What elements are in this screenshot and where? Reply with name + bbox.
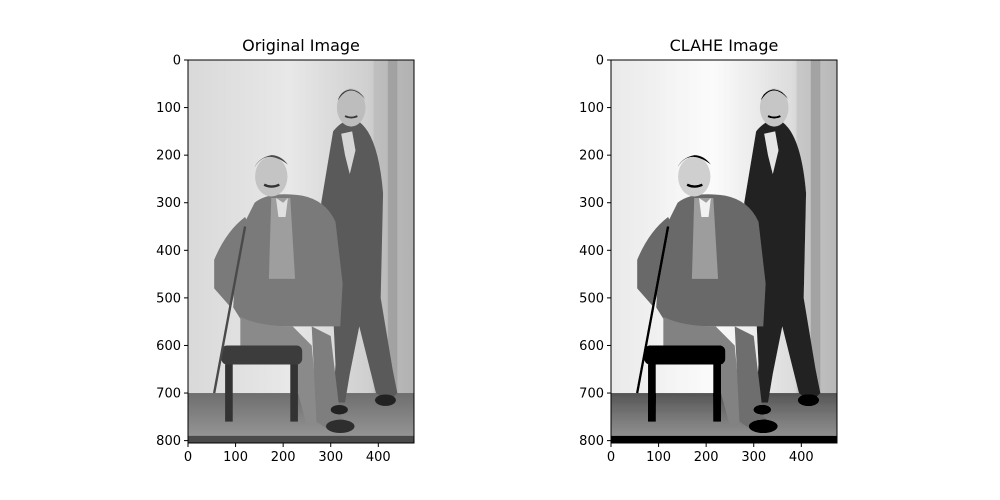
y-tick-label: 800 <box>579 434 604 449</box>
y-tick-label: 200 <box>156 149 181 164</box>
y-tick-label: 500 <box>156 291 181 306</box>
y-tick-label: 500 <box>579 291 604 306</box>
y-tick-label: 400 <box>579 244 604 259</box>
y-tick-label: 600 <box>156 339 181 354</box>
y-tick-label: 300 <box>156 196 181 211</box>
y-tick-label: 600 <box>579 339 604 354</box>
x-tick-label: 100 <box>646 450 671 465</box>
axes-original-image: Original Image 0 100 200 300 400 0 100 200 300 40… <box>156 36 416 465</box>
x-tick-label: 200 <box>694 450 719 465</box>
y-tick-label: 700 <box>156 387 181 402</box>
x-tick-label: 100 <box>223 450 248 465</box>
y-tick-label: 800 <box>156 434 181 449</box>
y-tick-label: 400 <box>156 244 181 259</box>
x-tick-label: 300 <box>318 450 343 465</box>
x-tick-label: 400 <box>366 450 391 465</box>
axes-frame <box>610 59 838 444</box>
y-tick-label: 0 <box>173 54 181 69</box>
y-tick-label: 100 <box>579 101 604 116</box>
x-tick-label: 300 <box>741 450 766 465</box>
image-panel <box>186 58 416 445</box>
x-tick-label: 0 <box>184 450 192 465</box>
y-tick-label: 700 <box>579 387 604 402</box>
x-tick-label: 200 <box>271 450 296 465</box>
axes-frame <box>187 59 415 444</box>
axes-clahe-image: CLAHE Image 0 100 200 300 400 0 100 200 300 400 50… <box>579 36 839 465</box>
chart-title: CLAHE Image <box>670 36 779 55</box>
y-tick-label: 100 <box>156 101 181 116</box>
x-tick-label: 0 <box>607 450 615 465</box>
image-panel <box>609 58 839 445</box>
x-tick-label: 400 <box>789 450 814 465</box>
y-tick-label: 0 <box>596 54 604 69</box>
y-tick-label: 300 <box>579 196 604 211</box>
y-tick-label: 200 <box>579 149 604 164</box>
chart-title: Original Image <box>242 36 360 55</box>
